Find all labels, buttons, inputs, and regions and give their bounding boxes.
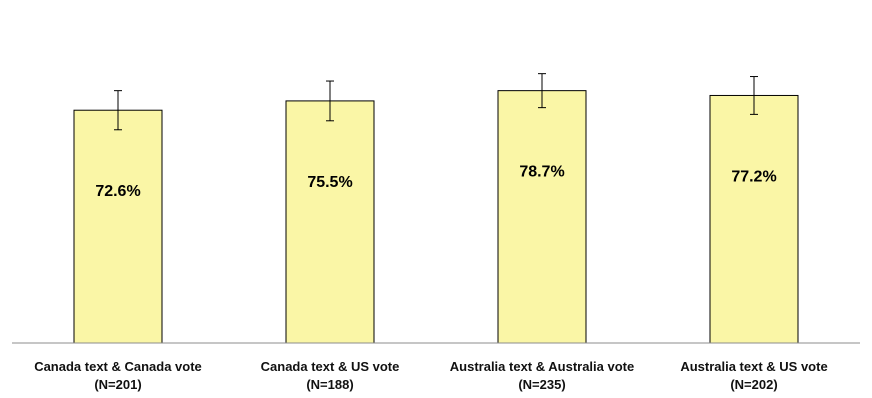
value-label-2: 75.5%	[307, 174, 352, 191]
category-label-2: Canada text & US vote	[261, 359, 400, 374]
category-labels-group: Canada text & Canada vote (N=201) Canada t…	[34, 359, 827, 392]
value-label-4: 77.2%	[731, 168, 776, 185]
bar-3	[497, 90, 587, 344]
value-labels-group: 72.6% 75.5% 78.7% 77.2%	[95, 164, 776, 201]
error-bars-group	[114, 73, 758, 131]
category-label-3: Australia text & Australia vote	[450, 359, 634, 374]
value-label-3: 78.7%	[519, 164, 564, 181]
category-label-1: Canada text & Canada vote	[34, 359, 202, 374]
category-label-1-n: (N=201)	[94, 377, 141, 392]
bar-2	[285, 100, 375, 344]
bar-4	[709, 94, 799, 344]
category-label-3-n: (N=235)	[518, 377, 565, 392]
category-label-4: Australia text & US vote	[680, 359, 827, 374]
bars-group	[73, 90, 799, 344]
category-label-2-n: (N=188)	[306, 377, 353, 392]
bar-1	[73, 109, 163, 344]
value-label-1: 72.6%	[95, 183, 140, 200]
category-label-4-n: (N=202)	[730, 377, 777, 392]
